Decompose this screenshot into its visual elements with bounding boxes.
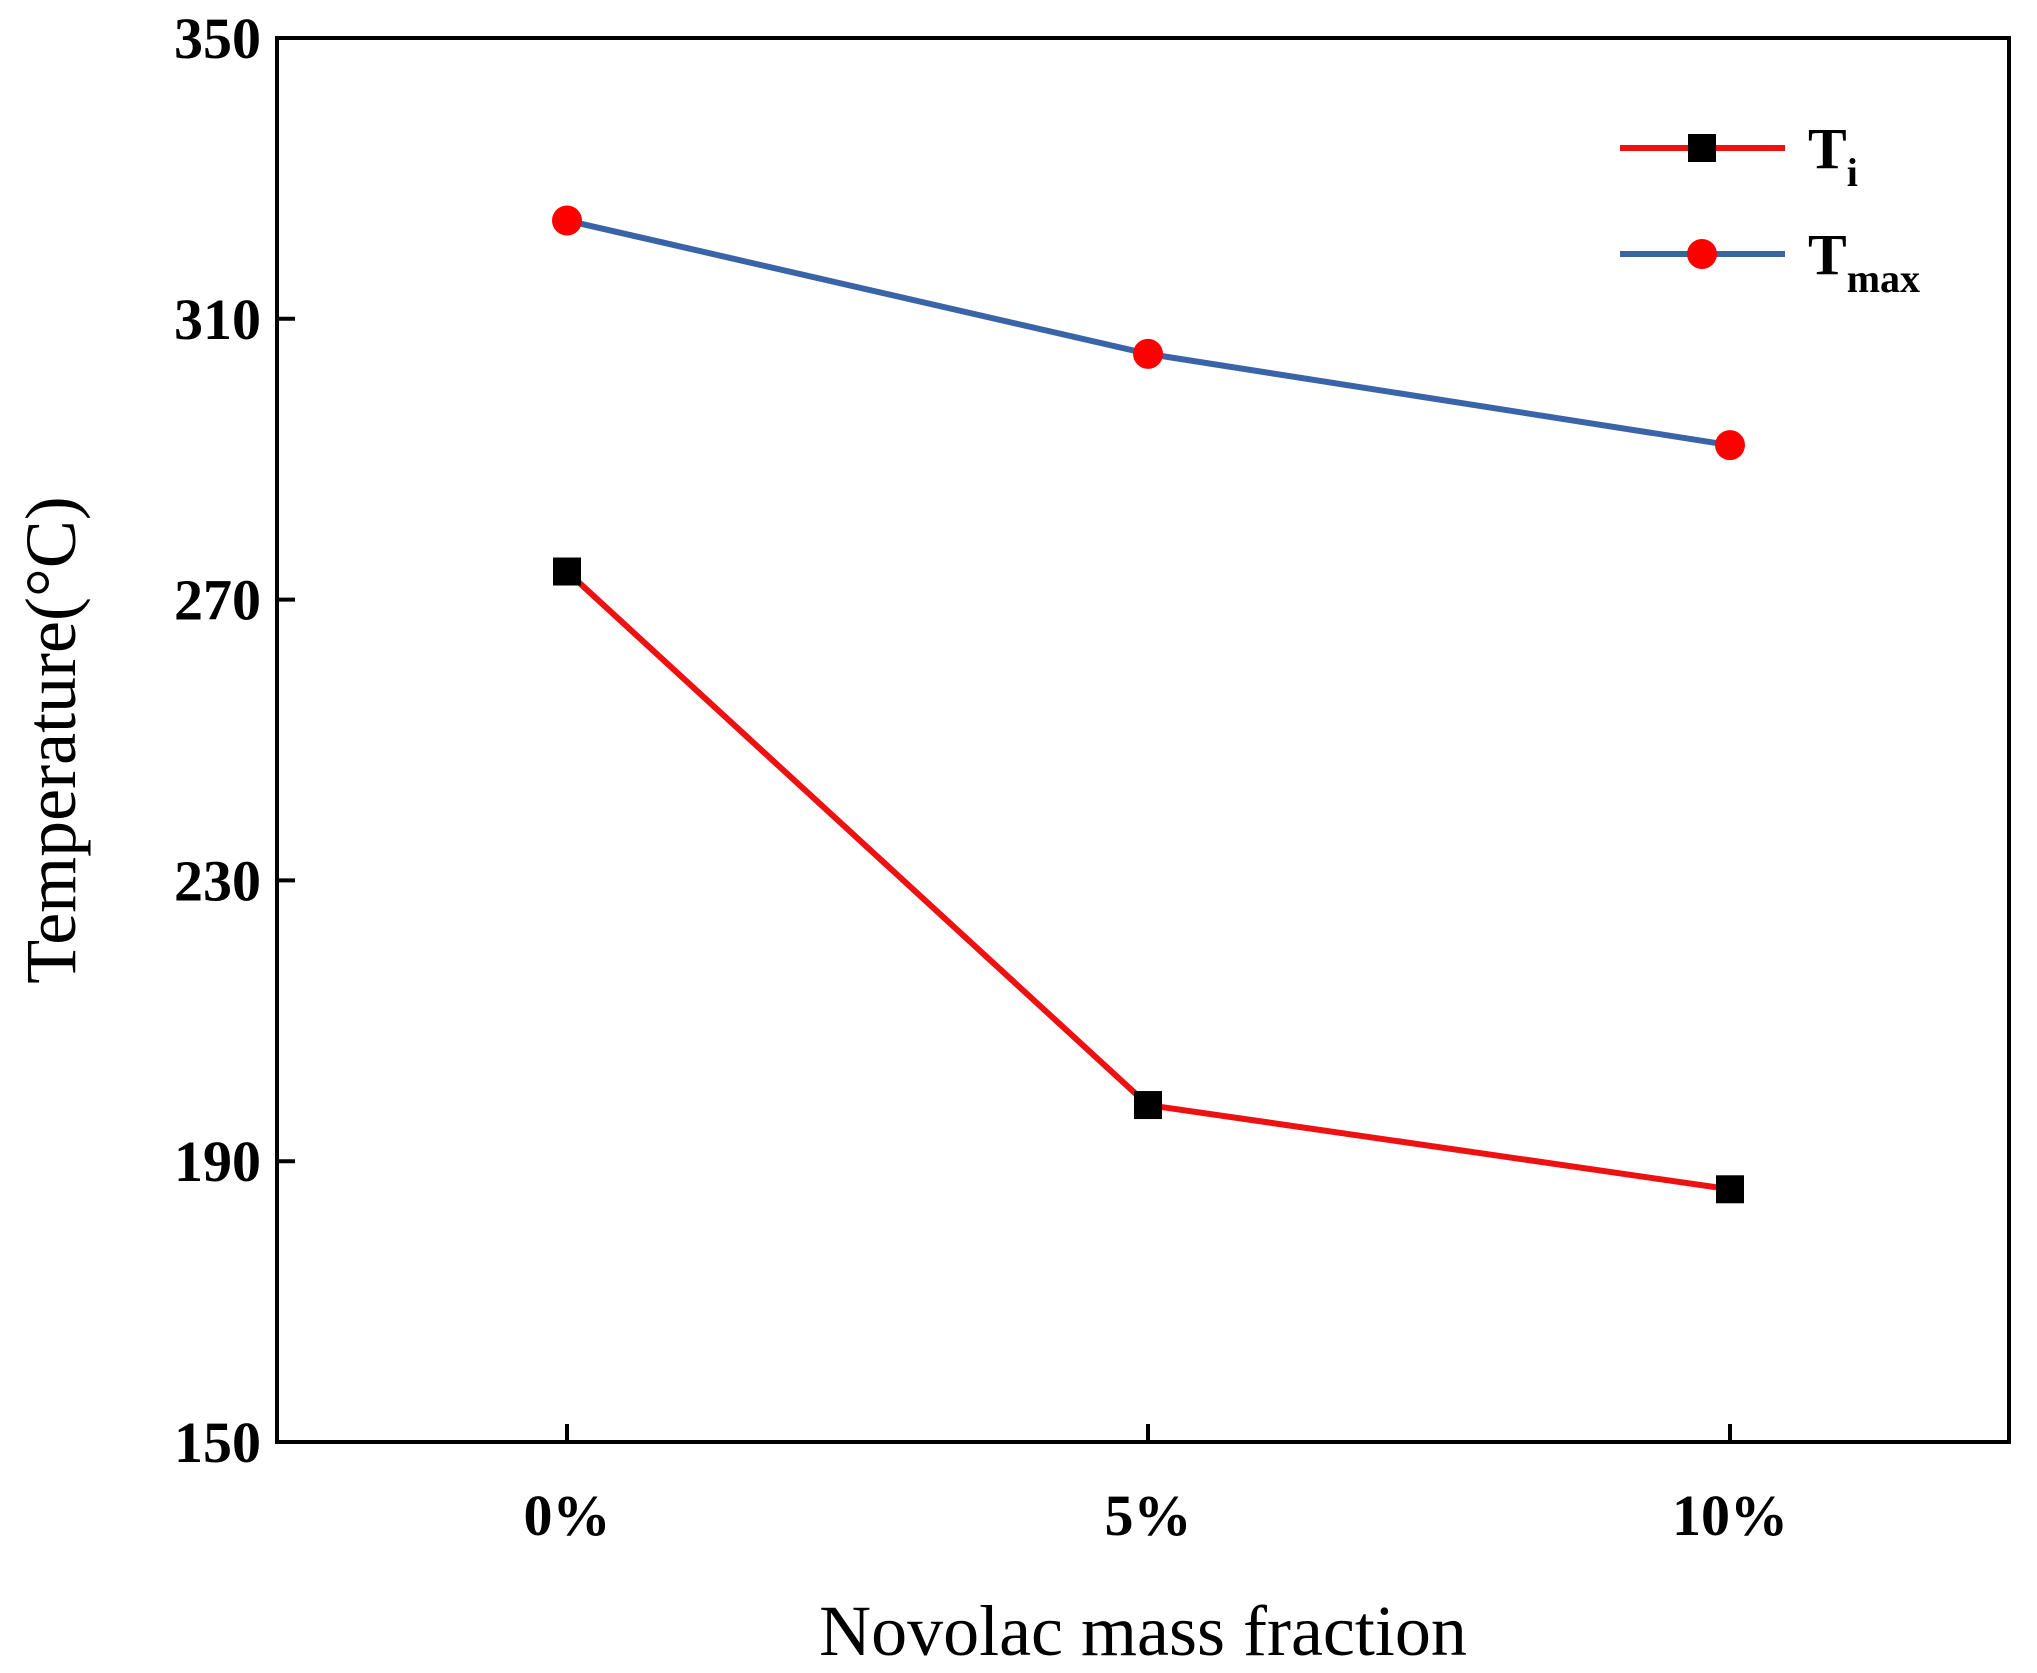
data-point-tmax [1133,338,1163,369]
data-point-tmax [552,205,582,236]
data-point-tmax [1715,430,1745,461]
y-tick-label: 190 [174,1129,261,1194]
legend-label: Ti [1808,116,1858,195]
series-layer [552,205,1745,1204]
y-tick-label: 350 [174,6,261,71]
y-tick-label: 270 [174,568,261,633]
legend-item-tmax: Tmax [1620,222,1920,301]
y-tick-label: 310 [174,287,261,352]
x-tick-labels: 0% 5% 10% [524,1483,1789,1548]
legend-item-ti: Ti [1620,116,1858,195]
legend-label-subscript: i [1847,150,1858,195]
legend-marker [1687,239,1717,269]
x-tick-label: 5% [1105,1483,1192,1548]
series-ti [553,557,1744,1204]
legend-label: Tmax [1808,222,1920,301]
plot-frame [275,36,2011,1444]
y-tick-label: 230 [174,848,261,913]
y-axis-title: Temperature(°C) [11,496,91,984]
series-tmax [552,205,1745,461]
legend-label-subscript: max [1847,256,1920,301]
y-tick-label: 150 [174,1410,261,1475]
y-tick-labels: 150 190 230 270 310 350 [174,6,261,1475]
data-point-ti [553,557,581,586]
x-tick-label: 10% [1672,1483,1788,1548]
data-point-ti [1134,1091,1162,1120]
legend-marker [1688,134,1716,162]
legend-label-main: T [1808,222,1847,287]
legend-label-main: T [1808,116,1847,181]
x-axis-title: Novolac mass fraction [819,1591,1467,1671]
x-tick-label: 0% [524,1483,611,1548]
data-point-ti [1716,1175,1744,1204]
